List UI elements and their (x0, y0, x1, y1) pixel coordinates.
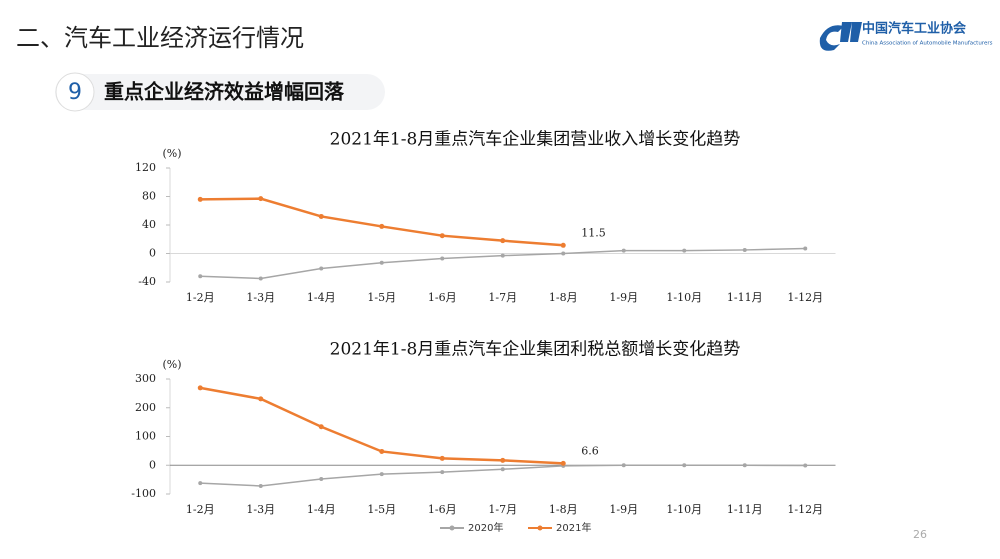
marker (803, 246, 808, 251)
logo-subtitle: China Association of Automobile Manufact… (862, 41, 993, 47)
section-badge (55, 72, 95, 112)
marker (318, 213, 324, 219)
marker (258, 196, 264, 202)
x-tick-label: 1-2月 (186, 291, 215, 304)
marker (621, 248, 626, 253)
x-tick-label: 1-8月 (549, 291, 578, 304)
x-tick-label: 1-11月 (727, 291, 763, 304)
marker (440, 470, 445, 475)
marker (318, 424, 324, 430)
legend-marker (449, 525, 455, 531)
marker (682, 463, 687, 468)
marker (439, 233, 445, 239)
y-tick-label: 300 (135, 372, 156, 385)
section-title: 重点企业经济效益增幅回落 (104, 80, 345, 104)
slide-title: 二、汽车工业经济运行情况 (16, 24, 304, 52)
chart-title: 2021年1-8月重点汽车企业集团利税总额增长变化趋势 (330, 340, 741, 360)
y-unit: (%) (162, 147, 181, 160)
y-tick-label: 0 (149, 247, 156, 260)
marker (258, 396, 264, 402)
section-number: 9 (68, 80, 82, 105)
y-tick-label: 200 (135, 401, 156, 414)
y-tick-label: 40 (142, 218, 156, 231)
marker (500, 457, 506, 463)
x-tick-label: 1-3月 (246, 503, 275, 516)
value-label: 11.5 (581, 226, 606, 239)
marker (561, 251, 566, 256)
marker (258, 276, 263, 281)
marker (379, 448, 385, 454)
marker (198, 274, 203, 279)
marker (742, 463, 747, 468)
x-tick-label: 1-6月 (428, 291, 457, 304)
marker (742, 247, 747, 252)
marker (621, 463, 626, 468)
legend-label: 2020年 (468, 521, 503, 534)
marker (803, 463, 808, 468)
x-tick-label: 1-10月 (666, 503, 702, 516)
y-tick-label: 0 (149, 458, 156, 471)
logo-mark (819, 22, 862, 51)
x-tick-label: 1-9月 (609, 503, 638, 516)
legend-marker (537, 525, 543, 531)
marker (198, 481, 203, 486)
x-tick-label: 1-5月 (367, 503, 396, 516)
x-tick-label: 1-11月 (727, 503, 763, 516)
marker (379, 472, 384, 477)
x-tick-label: 1-6月 (428, 503, 457, 516)
y-tick-label: -100 (131, 487, 156, 500)
marker (319, 477, 324, 482)
marker (500, 238, 506, 244)
marker (197, 385, 203, 391)
legend-label: 2021年 (556, 521, 591, 534)
marker (379, 223, 385, 229)
page-number: 26 (913, 528, 927, 541)
x-tick-label: 1-4月 (307, 291, 336, 304)
y-unit: (%) (162, 358, 181, 371)
x-tick-label: 1-2月 (186, 503, 215, 516)
y-tick-label: 100 (135, 430, 156, 443)
marker (560, 242, 566, 248)
marker (682, 248, 687, 253)
marker (439, 455, 445, 461)
marker (319, 266, 324, 271)
marker (197, 196, 203, 202)
x-tick-label: 1-10月 (666, 291, 702, 304)
x-tick-label: 1-8月 (549, 503, 578, 516)
y-tick-label: -40 (138, 275, 156, 288)
x-tick-label: 1-9月 (609, 291, 638, 304)
x-tick-label: 1-12月 (787, 503, 823, 516)
marker (500, 253, 505, 258)
x-tick-label: 1-7月 (488, 291, 517, 304)
x-tick-label: 1-3月 (246, 291, 275, 304)
marker (258, 483, 263, 488)
marker (379, 260, 384, 265)
series-line (200, 197, 564, 247)
y-tick-label: 120 (135, 161, 156, 174)
x-tick-label: 1-12月 (787, 291, 823, 304)
marker (500, 467, 505, 472)
marker (560, 460, 566, 466)
x-tick-label: 1-4月 (307, 503, 336, 516)
section-pill (55, 74, 385, 110)
y-tick-label: 80 (142, 190, 156, 203)
x-tick-label: 1-7月 (488, 503, 517, 516)
chart-title: 2021年1-8月重点汽车企业集团营业收入增长变化趋势 (330, 130, 741, 150)
logo-name: 中国汽车工业协会 (862, 21, 967, 37)
marker (440, 256, 445, 261)
value-label: 6.6 (581, 444, 599, 457)
x-tick-label: 1-5月 (367, 291, 396, 304)
